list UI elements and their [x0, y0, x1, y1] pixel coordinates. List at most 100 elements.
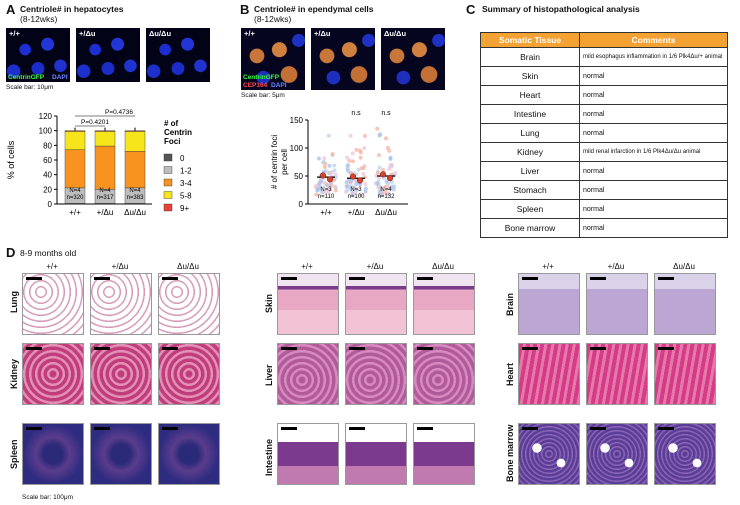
- data-point: [388, 164, 393, 169]
- table-row: Intestine normal: [480, 104, 728, 124]
- legend-title-line: Centrin: [164, 128, 192, 137]
- table-row: Skin normal: [480, 66, 728, 86]
- histology-image: [518, 273, 580, 335]
- replicate-mean: [386, 175, 394, 182]
- data-point: [362, 145, 367, 150]
- legend-swatch: [163, 203, 173, 212]
- table-row: Spleen normal: [480, 199, 728, 219]
- scale-bar: [417, 347, 433, 350]
- tissue-cell: Kidney: [480, 142, 580, 162]
- data-point: [376, 176, 381, 181]
- panel-c-title: Summary of histopathological analysis: [482, 4, 640, 14]
- histology-image: [654, 273, 716, 335]
- table-row: Kidney mild renal infarction in 1/6 Plk4Δ…: [480, 142, 728, 162]
- data-point: [390, 184, 395, 189]
- bar-annotation: n=383: [127, 195, 145, 201]
- hepatocyte-image-hom: Δu/Δu: [146, 28, 210, 82]
- data-point: [316, 156, 321, 161]
- scale-bar: [281, 427, 297, 430]
- bar-annotation: N=4: [99, 188, 111, 194]
- panel-a-letter: A: [6, 2, 16, 17]
- stain-label-green: CentrinGFP: [243, 74, 280, 81]
- bar-segment: [94, 131, 116, 147]
- tissue-cell: Bone marrow: [480, 218, 580, 238]
- tissue-row-label: Skin: [264, 294, 274, 314]
- scale-bar: [26, 427, 42, 430]
- data-point: [377, 165, 382, 170]
- data-point: [322, 156, 327, 161]
- data-point: [358, 155, 363, 160]
- bar-segment: [64, 131, 86, 150]
- bar-annotation: N=4: [69, 188, 81, 194]
- stain-label-blue: DAPI: [52, 74, 68, 81]
- scale-bar: [658, 277, 674, 280]
- image-genotype: +/+: [9, 29, 20, 38]
- histology-image: [158, 423, 220, 485]
- histology-image: [345, 423, 407, 485]
- y-tick-label: 60: [43, 156, 52, 165]
- histology-image: [518, 423, 580, 485]
- x-tick-label: +/+: [320, 208, 332, 217]
- header-tissue: Somatic Tissue: [480, 32, 580, 48]
- tissue-cell: Lung: [480, 123, 580, 143]
- stain-label-green: CentrinGFP: [8, 74, 45, 81]
- panel-a-title: Centriole# in hepatocytes: [20, 4, 124, 14]
- image-genotype: Δu/Δu: [384, 29, 407, 38]
- data-point: [384, 136, 389, 141]
- data-point: [348, 133, 353, 138]
- p-value-label: P=0.4201: [81, 119, 109, 126]
- scale-bar: [522, 277, 538, 280]
- data-point: [331, 177, 336, 182]
- hepatocyte-image-het: +/Δu: [76, 28, 140, 82]
- legend-label: 0: [180, 154, 185, 163]
- table-header-row: Somatic Tissue Comments: [480, 32, 728, 48]
- histology-image: [22, 273, 84, 335]
- genotype-label: +/+: [301, 262, 313, 271]
- scatter-annotation: N=3: [320, 187, 332, 193]
- y-tick-label: 120: [39, 112, 53, 121]
- histology-image: [277, 343, 339, 405]
- tissue-cell: Brain: [480, 47, 580, 67]
- legend-title-line: Foci: [164, 137, 180, 146]
- data-point: [321, 160, 326, 165]
- data-point: [325, 183, 330, 188]
- y-axis-label-line-1: # of centrin foci: [270, 135, 279, 189]
- data-point: [322, 165, 327, 170]
- bar-segment: [64, 149, 86, 189]
- hepatocyte-image-wt: +/+ CentrinGFP DAPI: [6, 28, 70, 82]
- histology-image: [586, 423, 648, 485]
- data-point: [353, 186, 358, 191]
- data-point: [345, 166, 350, 171]
- data-point: [345, 163, 350, 168]
- data-point: [319, 190, 324, 195]
- data-point: [350, 151, 355, 156]
- ependymal-image-hom: Δu/Δu: [381, 28, 445, 90]
- x-tick-label: Δu/Δu: [124, 208, 146, 217]
- data-point: [332, 184, 337, 189]
- data-point: [387, 148, 392, 153]
- scatter-annotation: n=132: [378, 194, 396, 200]
- panel-a-scale: Scale bar: 10μm: [6, 84, 54, 91]
- histology-image: [90, 343, 152, 405]
- scale-bar: [94, 277, 110, 280]
- scale-bar: [522, 347, 538, 350]
- tissue-cell: Heart: [480, 85, 580, 105]
- scale-bar: [281, 347, 297, 350]
- histology-image: [90, 273, 152, 335]
- scale-bar: [522, 427, 538, 430]
- legend-label: 1-2: [180, 167, 192, 176]
- image-genotype: Δu/Δu: [149, 29, 172, 38]
- data-point: [362, 133, 367, 138]
- y-axis-label: % of cells: [6, 140, 16, 179]
- panel-b-letter: B: [240, 2, 250, 17]
- x-tick-label: +/Δu: [97, 208, 114, 217]
- y-tick-label: 150: [290, 116, 304, 125]
- table-row: Stomach normal: [480, 180, 728, 200]
- x-tick-label: +/Δu: [348, 208, 365, 217]
- bar-annotation: N=4: [129, 188, 141, 194]
- comment-cell: mild esophagus inflammation in 1/6 Plk4Δ…: [579, 47, 728, 67]
- data-point: [393, 171, 398, 176]
- comment-cell: normal: [579, 161, 728, 181]
- data-point: [363, 186, 368, 191]
